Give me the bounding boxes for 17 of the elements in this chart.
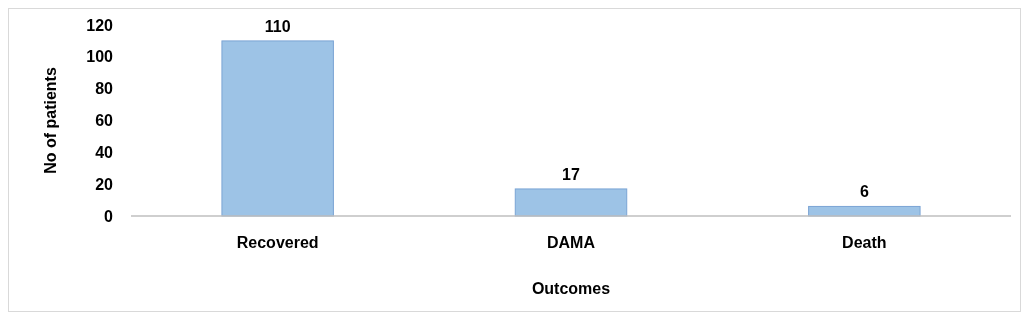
- bar: [514, 188, 628, 217]
- x-axis-title: Outcomes: [531, 280, 611, 297]
- x-tick-label: Death: [842, 234, 887, 251]
- bar: [221, 40, 334, 217]
- y-tick-label: 20: [95, 175, 114, 193]
- y-tick-label: 0: [104, 207, 114, 225]
- data-label: 17: [562, 165, 580, 183]
- data-label: 110: [264, 17, 291, 35]
- y-tick-label: 60: [95, 112, 114, 130]
- y-tick-label: 80: [95, 80, 114, 98]
- x-tick-label: Recovered: [236, 234, 319, 251]
- y-tick-label: 100: [86, 48, 114, 66]
- x-tick-label: DAMA: [547, 234, 596, 251]
- y-tick-label: 40: [95, 143, 114, 161]
- y-axis-title: No of patients: [42, 67, 59, 174]
- y-tick-label: 120: [86, 16, 114, 34]
- data-label: 6: [859, 183, 869, 201]
